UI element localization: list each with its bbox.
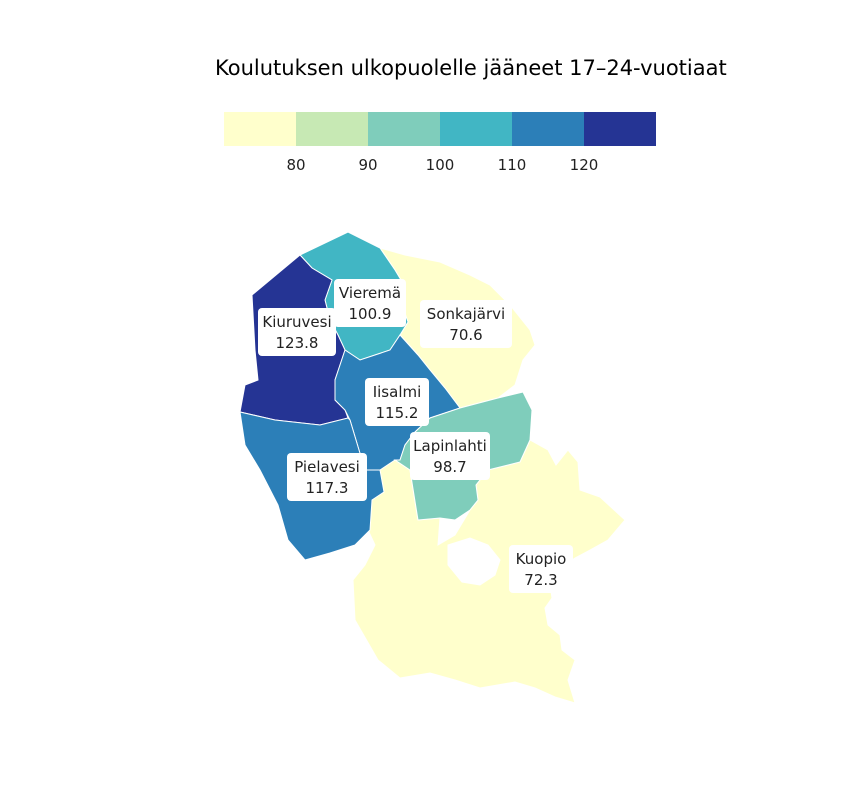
label-name: Vieremä xyxy=(339,284,401,302)
map-title: Koulutuksen ulkopuolelle jääneet 17–24-v… xyxy=(215,56,727,80)
label-box xyxy=(287,453,367,501)
label-name: Kiuruvesi xyxy=(262,313,331,331)
legend-tick-4: 120 xyxy=(570,156,599,174)
label-value: 115.2 xyxy=(376,404,419,422)
label-kiuruvesi: Kiuruvesi 123.8 xyxy=(258,308,336,356)
label-kuopio: Kuopio 72.3 xyxy=(509,545,573,593)
legend-swatch-3 xyxy=(440,112,512,146)
legend-tick-3: 110 xyxy=(498,156,527,174)
legend-ticks: 80 90 100 110 120 xyxy=(286,156,598,174)
label-box xyxy=(420,300,512,348)
label-value: 117.3 xyxy=(306,479,349,497)
label-name: Lapinlahti xyxy=(413,437,487,455)
color-legend: 80 90 100 110 120 xyxy=(224,112,656,174)
legend-swatch-4 xyxy=(512,112,584,146)
label-iisalmi: Iisalmi 115.2 xyxy=(365,378,429,426)
legend-swatch-5 xyxy=(584,112,656,146)
label-box xyxy=(410,432,490,480)
label-value: 100.9 xyxy=(349,305,392,323)
label-box xyxy=(509,545,573,593)
legend-tick-0: 80 xyxy=(286,156,305,174)
label-name: Kuopio xyxy=(516,550,567,568)
label-pielavesi: Pielavesi 117.3 xyxy=(287,453,367,501)
label-vieremä: Vieremä 100.9 xyxy=(334,279,406,327)
label-name: Iisalmi xyxy=(373,383,422,401)
label-box xyxy=(258,308,336,356)
legend-swatches xyxy=(224,112,656,146)
legend-swatch-1 xyxy=(296,112,368,146)
legend-tick-1: 90 xyxy=(358,156,377,174)
label-box xyxy=(334,279,406,327)
label-name: Pielavesi xyxy=(294,458,360,476)
legend-swatch-2 xyxy=(368,112,440,146)
legend-swatch-0 xyxy=(224,112,296,146)
label-value: 98.7 xyxy=(433,458,466,476)
region-kuopio[interactable] xyxy=(352,439,626,704)
region-labels: Vieremä 100.9 Sonkajärvi 70.6 Kiuruvesi 123.8… xyxy=(258,279,573,593)
label-value: 123.8 xyxy=(276,334,319,352)
label-lapinlahti: Lapinlahti 98.7 xyxy=(410,432,490,480)
label-sonkajärvi: Sonkajärvi 70.6 xyxy=(420,300,512,348)
label-value: 72.3 xyxy=(524,571,557,589)
label-box xyxy=(365,378,429,426)
legend-tick-2: 100 xyxy=(426,156,455,174)
label-value: 70.6 xyxy=(449,326,482,344)
label-name: Sonkajärvi xyxy=(427,305,505,323)
